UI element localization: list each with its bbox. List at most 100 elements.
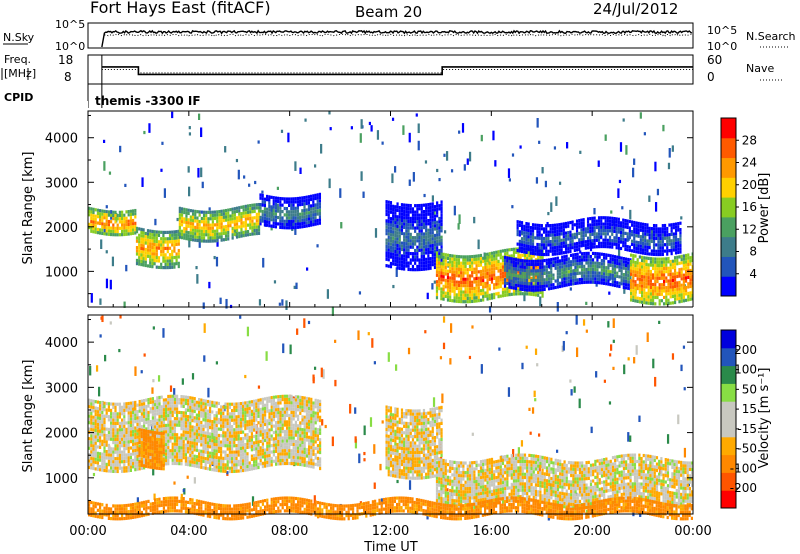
range-cell [578, 244, 581, 248]
range-cell [453, 264, 456, 268]
range-cell [508, 248, 511, 252]
range-cell [678, 261, 681, 265]
range-cell [673, 268, 677, 273]
range-cell [96, 211, 99, 216]
range-cell [138, 444, 141, 448]
range-cell [593, 216, 596, 220]
range-cell [438, 271, 441, 275]
range-cell [563, 267, 566, 272]
range-cell [569, 266, 573, 270]
range-cell [301, 221, 304, 226]
range-cell [420, 222, 423, 227]
range-cell [602, 252, 606, 257]
range-cell [164, 259, 167, 263]
range-cell [567, 270, 570, 274]
range-cell [617, 236, 620, 241]
range-cell [171, 404, 174, 408]
range-cell [129, 433, 132, 437]
range-cell [671, 278, 674, 283]
range-cell [536, 269, 540, 273]
range-cell [110, 450, 113, 454]
range-cell [514, 286, 518, 291]
range-cell [136, 445, 139, 449]
range-cell [409, 219, 412, 224]
range-cell [488, 258, 491, 262]
range-cell [316, 222, 319, 226]
range-cell [132, 410, 135, 415]
range-cell [396, 227, 399, 232]
range-cell [679, 250, 682, 254]
range-cell [464, 277, 467, 281]
range-cell [118, 405, 121, 410]
range-cell [394, 233, 397, 238]
scatter-echo [289, 344, 292, 355]
range-cell [536, 259, 540, 263]
range-cell [536, 226, 539, 231]
range-cell [551, 227, 554, 231]
range-cell [227, 221, 230, 225]
range-cell [525, 222, 528, 226]
range-cell [684, 289, 688, 293]
range-cell [460, 255, 463, 259]
range-cell [643, 256, 646, 260]
scatter-echo [381, 420, 384, 424]
scatter-echo [569, 379, 572, 383]
range-cell [249, 213, 252, 217]
range-cell [512, 286, 515, 290]
range-cell [558, 245, 561, 249]
range-cell [127, 446, 130, 450]
range-cell [149, 235, 152, 240]
range-cell [567, 279, 570, 284]
range-cell [171, 256, 174, 260]
range-cell [433, 221, 437, 225]
range-cell [449, 295, 452, 299]
range-cell [138, 425, 141, 429]
range-cell [438, 280, 441, 284]
range-cell [490, 293, 494, 297]
range-cell [679, 234, 682, 238]
range-cell [530, 254, 533, 258]
range-cell [153, 230, 156, 234]
range-cell [499, 284, 502, 289]
range-cell [600, 281, 603, 285]
range-cell [123, 447, 126, 451]
range-cell [665, 298, 668, 303]
range-cell [553, 249, 557, 253]
range-cell [477, 289, 480, 293]
range-cell [227, 224, 230, 228]
freq-series [101, 55, 693, 108]
range-cell [165, 455, 168, 460]
range-cell [427, 267, 430, 271]
range-cell [464, 264, 467, 269]
range-cell [149, 410, 152, 414]
range-cell [400, 225, 404, 229]
range-cell [387, 213, 390, 217]
scatter-echo [391, 173, 394, 184]
scatter-echo [609, 353, 612, 357]
range-cell [171, 452, 174, 456]
range-cell [400, 215, 404, 220]
range-cell [575, 245, 579, 249]
range-cell [138, 233, 141, 237]
range-cell [392, 211, 395, 215]
range-cell [146, 241, 150, 246]
scatter-echo [658, 320, 661, 324]
range-cell [420, 213, 423, 217]
range-cell [411, 210, 415, 214]
range-cell [611, 223, 614, 227]
range-cell [272, 224, 275, 229]
range-cell [662, 286, 666, 290]
range-cell [143, 421, 146, 425]
range-cell [596, 255, 599, 259]
range-cell [422, 213, 426, 217]
range-cell [187, 218, 190, 222]
range-cell [671, 288, 674, 292]
colorbar-tick-label: 8 [749, 245, 757, 259]
range-cell [462, 271, 465, 275]
range-cell [180, 223, 184, 227]
range-cell [575, 232, 579, 236]
range-cell [560, 238, 563, 242]
range-cell [249, 210, 252, 214]
range-cell [551, 223, 554, 228]
range-cell [94, 217, 97, 222]
